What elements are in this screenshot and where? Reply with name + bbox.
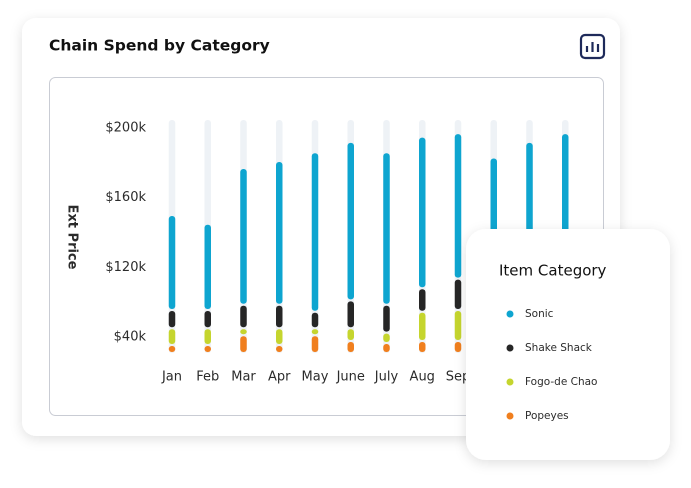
legend-title: Item Category: [499, 262, 607, 280]
bar-segment: [383, 305, 390, 332]
bar-segment: [347, 142, 354, 300]
bar-segment: [240, 329, 247, 335]
bar-segment: [276, 305, 283, 328]
legend-label: Sonic: [525, 308, 554, 320]
x-tick-label: Mar: [231, 370, 256, 385]
legend-swatch: [506, 378, 514, 386]
legend-swatch: [506, 344, 514, 352]
legend-label: Shake Shack: [525, 342, 593, 354]
x-tick-label: Jan: [161, 370, 182, 385]
legend-label: Popeyes: [525, 410, 569, 422]
legend-card: [466, 229, 670, 460]
y-tick-label: $160k: [105, 190, 146, 205]
bar-segment: [347, 329, 354, 340]
y-tick-label: $120k: [105, 260, 146, 275]
y-tick-label: $200k: [105, 120, 146, 135]
bar-segment: [204, 346, 211, 352]
bar-segment: [168, 329, 176, 344]
bar-segment: [240, 336, 247, 352]
bar-segment: [204, 310, 211, 328]
bar-segment: [204, 329, 211, 344]
x-tick-label: May: [302, 370, 329, 385]
bar-segment: [311, 312, 319, 328]
bar-segment: [454, 134, 462, 278]
chart-title: Chain Spend by Category: [49, 37, 270, 55]
x-tick-label: Sep: [446, 370, 471, 385]
bar-segment: [311, 329, 319, 335]
bar-segment: [347, 301, 354, 328]
bar-segment: [168, 310, 176, 328]
y-tick-label: $40k: [114, 330, 147, 345]
bar-segment: [419, 289, 426, 311]
bar-segment: [311, 336, 319, 352]
bar-segment: [276, 346, 283, 352]
bar-segment: [419, 137, 426, 288]
bar-segment: [454, 342, 462, 352]
x-tick-label: July: [374, 370, 399, 385]
bar-segment: [204, 224, 211, 309]
bar-segment: [347, 342, 354, 352]
bar-segment: [168, 216, 176, 309]
chart-icon[interactable]: [579, 33, 606, 60]
legend-swatch: [506, 310, 514, 318]
bar-segment: [276, 329, 283, 344]
x-tick-label: June: [336, 370, 365, 385]
bar-segment: [276, 162, 283, 304]
x-tick-label: Aug: [410, 370, 435, 385]
legend-swatch: [506, 412, 514, 420]
bar-segment: [383, 344, 390, 352]
bar-segment: [419, 312, 426, 340]
bar-segment: [454, 310, 462, 340]
bar-segment: [240, 305, 247, 328]
bar-segment: [419, 342, 426, 352]
bar-segment: [240, 168, 247, 304]
x-tick-label: Feb: [196, 370, 219, 385]
legend-label: Fogo-de Chao: [525, 376, 597, 388]
bar-segment: [383, 333, 390, 342]
bar-segment: [168, 346, 176, 352]
bar-segment: [311, 153, 319, 311]
x-tick-label: Apr: [268, 370, 291, 385]
y-axis-label: Ext Price: [65, 205, 80, 270]
bar-segment: [454, 279, 462, 309]
bar-segment: [383, 153, 390, 304]
